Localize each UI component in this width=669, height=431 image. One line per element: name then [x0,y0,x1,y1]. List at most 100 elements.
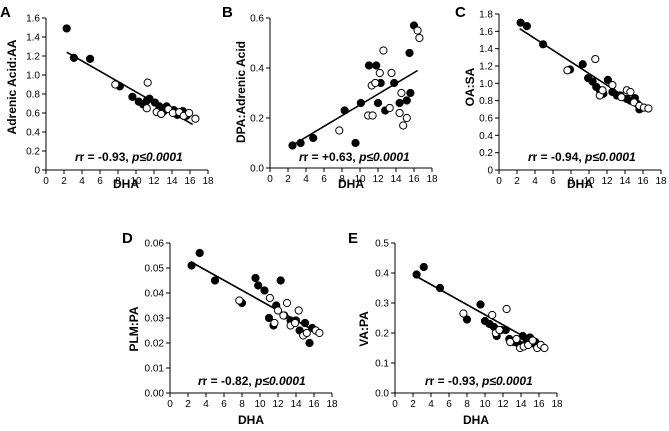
panel-b-y-tick-label: 0.6 [250,14,264,25]
panel-b-point-open [402,113,411,123]
panel-e-point-open [502,304,511,314]
panel-c-x-tick-label: 6 [550,176,556,187]
panel-b-point-filled [364,61,374,70]
panel-c-point-open [644,104,653,113]
panel-a-stat: rr = -0.93, p≤0.0001 [75,150,183,164]
panel-e-point-open [495,325,504,335]
panel-b-point-open [368,111,377,120]
panel-c-point-open [608,80,617,90]
panel-a-x-tick-label: 8 [115,176,121,187]
panel-e-point-open [512,334,521,344]
panel-e-point-filled [435,283,445,293]
panel-b-stat-r: r = +0.63, [304,150,359,164]
panel-d-y-tick-label: 0.01 [145,364,165,375]
panel-a-y-tick-label: 0.8 [26,90,40,101]
panel-c-point-open [591,54,600,64]
panel-d-point-filled [254,281,263,290]
panel-b-point-open [397,88,406,98]
panel-d-y-tick-label: 0.02 [145,339,165,350]
panel-b-x-tick-label: 2 [285,174,291,185]
panel-b-regression-line [290,69,419,147]
panel-c-point-filled [522,22,532,31]
panel-d-plot: 0 2 4 6 8 10 12 14 16 18 0.00 0.01 0.02 0.03 0.04 0.05 0… [145,239,338,411]
panel-e-x-tick-label: 0 [392,399,398,410]
panel-c-x-tick-label: 10 [583,176,595,187]
panel-e-y-tick-label: 0.4 [375,269,389,280]
panel-e-point-open [540,343,549,353]
panel-a-y-tick-label: 1.6 [26,14,40,25]
panel-d-point-open [270,318,279,328]
panel-c-point-open [598,86,607,95]
panel-d-x-tick-label: 14 [290,399,302,410]
panel-a-point-filled [145,94,154,103]
panel-c-y-tick-label: 0.6 [479,114,493,125]
panel-b-point-open [335,126,344,135]
panel-b-point-filled [309,133,318,143]
panel-b-point-open [371,78,380,88]
panel-c-x-tick-label: 2 [514,176,520,187]
panel-d-y-tick-label: 0.06 [145,239,165,250]
panel-b-point-filled [405,48,414,58]
panel-e-xlabel: DHA [463,413,489,427]
panel-b-x-tick-label: 8 [339,174,345,185]
panel-a-y-tick-label: 0.2 [26,147,40,158]
panel-d-point-filled [264,313,274,323]
panel-b-x-tick-label: 10 [354,174,366,185]
panel-d-x-tick-label: 2 [185,399,191,410]
panel-c-point-filled [578,60,587,69]
panel-b-point-filled [356,98,365,108]
panel-d-x-tick-label: 4 [203,399,209,410]
panel-a-x-tick-label: 4 [79,176,85,187]
panel-b-point-open [385,103,394,113]
panel-b-point-filled [395,98,404,108]
panel-c-y-tick-label: 0.4 [479,131,493,142]
panel-a-y-tick-label: 1.0 [26,71,40,82]
panel-b-point-open [395,108,404,118]
panel-b-point-filled [296,138,305,148]
panel-a-x-tick-label: 6 [97,176,103,187]
panel-a-point-filled [69,53,79,63]
panel-b-point-filled [351,138,360,148]
panel-c-label: C [455,4,466,21]
panel-d-point-open [273,306,283,315]
panel-a-x-tick-label: 12 [148,176,160,187]
panel-e-ylabel: VA:PA [357,311,371,347]
panel-e-point-open [459,309,468,318]
panel-d-x-tick-label: 8 [239,399,245,410]
panel-c-y-tick-label: 0 [487,166,493,177]
panel-a-y-tick-label: 0 [34,166,40,177]
panel-e-point-filled [462,315,472,324]
panel-a-point-open [191,114,200,123]
panel-b-x-tick-label: 18 [426,174,438,185]
panel-d-point-open [315,328,324,338]
panel-b-point-filled [288,141,297,150]
panel-b-point-filled [372,61,381,70]
panel-e-x-tick-label: 4 [428,399,434,410]
panel-b-x-tick-label: 14 [390,174,402,185]
panel-c-point-filled [516,18,525,27]
panel-c-x-tick-label: 0 [496,176,502,187]
panel-d-point-open [235,296,244,305]
panel-e-y-tick-label: 0.0 [375,389,389,400]
panel-e-point-open [488,310,497,320]
panel-a-point-open [111,80,120,89]
panel-a-x-tick-label: 2 [61,176,67,187]
panel-a-y-tick-label: 0.4 [26,128,40,139]
panel-d-point-open [282,298,292,308]
panel-e-x-tick-label: 6 [446,399,452,410]
panel-b-xlabel: DHA [338,177,364,191]
panel-d-point-open [265,293,274,303]
panel-a-point-filled [86,54,95,63]
panel-c-stat-p: p≤0.0001 [584,150,636,164]
panel-a-xlabel: DHA [113,177,139,191]
panel-e-point-filled [412,270,421,279]
panel-d: D DHA PLM:PA rr = -0.82, p≤0.0001 [122,230,306,427]
panel-b-ylabel: DPA:Adrenic Acid [234,41,248,143]
panel-d-point-open [291,318,300,328]
panel-b-point-open [375,68,384,78]
panel-e-x-tick-label: 14 [515,399,527,410]
panel-d-point-open [294,306,303,315]
panel-e-x-tick-label: 2 [410,399,416,410]
panel-d-point-filled [210,276,220,285]
panel-b-point-filled [402,96,411,105]
